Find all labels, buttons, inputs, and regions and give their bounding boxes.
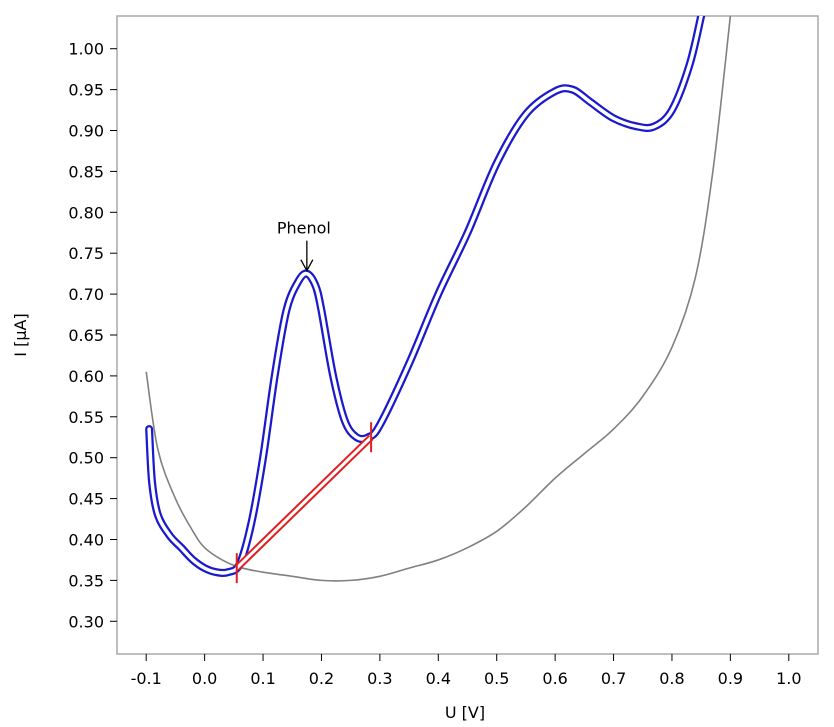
y-tick-label: 0.70 (68, 285, 104, 304)
y-tick-label: 0.80 (68, 203, 104, 222)
x-tick-label: 1.0 (776, 669, 801, 688)
y-tick-label: 0.75 (68, 244, 104, 263)
annotation-label: Phenol (277, 219, 331, 238)
y-tick-label: 0.95 (68, 81, 104, 100)
y-tick-label: 0.85 (68, 162, 104, 181)
x-tick-label: 0.6 (542, 669, 567, 688)
y-tick-label: 1.00 (68, 40, 104, 59)
y-tick-label: 0.90 (68, 122, 104, 141)
x-tick-label: 0.7 (601, 669, 626, 688)
x-tick-label: 0.1 (250, 669, 275, 688)
y-axis: 1.00 0.95 0.90 0.85 0.80 0.75 0.70 0.65 0.60 0.55… (68, 40, 117, 631)
x-tick-label: -0.1 (131, 669, 162, 688)
baseline-inner (235, 436, 373, 570)
y-tick-label: 0.50 (68, 449, 104, 468)
y-axis-title: I [µA] (11, 313, 30, 356)
series-group (145, 16, 732, 582)
x-axis: -0.1 0.0 0.1 0.2 0.3 0.4 0.5 0.6 0.7 0.8 0.9 1.0 (131, 654, 802, 688)
x-tick-label: 0.8 (659, 669, 684, 688)
y-tick-label: 0.45 (68, 490, 104, 509)
plot-frame (116, 15, 819, 655)
series-line-outer (145, 16, 706, 577)
y-tick-label: 0.35 (68, 571, 104, 590)
series-line-0 (145, 16, 732, 582)
y-tick-label: 0.55 (68, 408, 104, 427)
annotation-arrow-head (300, 259, 314, 273)
x-axis-title: U [V] (445, 703, 485, 722)
y-tick-label: 0.30 (68, 612, 104, 631)
x-tick-label: 0.9 (718, 669, 743, 688)
y-tick-label: 0.65 (68, 326, 104, 345)
x-tick-label: 0.2 (309, 669, 334, 688)
x-tick-label: 0.5 (484, 669, 509, 688)
series-line-inner (147, 16, 703, 575)
annotation-group: Phenol (277, 219, 331, 273)
y-tick-label: 0.40 (68, 530, 104, 549)
baseline-group (234, 422, 374, 584)
x-tick-label: 0.4 (426, 669, 451, 688)
y-tick-label: 0.60 (68, 367, 104, 386)
x-tick-label: 0.0 (192, 669, 217, 688)
x-tick-label: 0.3 (367, 669, 392, 688)
